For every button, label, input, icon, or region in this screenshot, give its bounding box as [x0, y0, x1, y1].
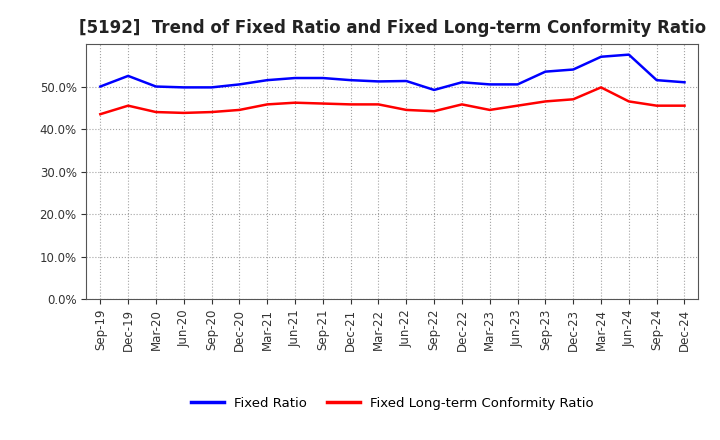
Line: Fixed Long-term Conformity Ratio: Fixed Long-term Conformity Ratio	[100, 88, 685, 114]
Fixed Long-term Conformity Ratio	[652, 103, 661, 108]
Fixed Long-term Conformity Ratio	[207, 110, 216, 115]
Fixed Ratio	[291, 75, 300, 81]
Fixed Long-term Conformity Ratio	[346, 102, 355, 107]
Title: [5192]  Trend of Fixed Ratio and Fixed Long-term Conformity Ratio: [5192] Trend of Fixed Ratio and Fixed Lo…	[78, 19, 706, 37]
Fixed Ratio	[346, 77, 355, 83]
Fixed Ratio	[430, 87, 438, 92]
Fixed Long-term Conformity Ratio	[318, 101, 327, 106]
Fixed Long-term Conformity Ratio	[624, 99, 633, 104]
Fixed Ratio	[318, 75, 327, 81]
Fixed Long-term Conformity Ratio	[263, 102, 271, 107]
Fixed Long-term Conformity Ratio	[680, 103, 689, 108]
Fixed Ratio	[513, 82, 522, 87]
Fixed Long-term Conformity Ratio	[569, 97, 577, 102]
Fixed Ratio	[597, 54, 606, 59]
Fixed Long-term Conformity Ratio	[291, 100, 300, 105]
Fixed Ratio	[207, 85, 216, 90]
Fixed Ratio	[124, 73, 132, 78]
Fixed Long-term Conformity Ratio	[430, 109, 438, 114]
Fixed Long-term Conformity Ratio	[513, 103, 522, 108]
Fixed Long-term Conformity Ratio	[597, 85, 606, 90]
Fixed Ratio	[402, 78, 410, 84]
Fixed Long-term Conformity Ratio	[402, 107, 410, 113]
Fixed Ratio	[652, 77, 661, 83]
Fixed Long-term Conformity Ratio	[374, 102, 383, 107]
Fixed Long-term Conformity Ratio	[179, 110, 188, 116]
Fixed Ratio	[235, 82, 243, 87]
Fixed Long-term Conformity Ratio	[485, 107, 494, 113]
Fixed Ratio	[179, 85, 188, 90]
Line: Fixed Ratio: Fixed Ratio	[100, 55, 685, 90]
Fixed Long-term Conformity Ratio	[152, 110, 161, 115]
Fixed Ratio	[541, 69, 550, 74]
Fixed Ratio	[152, 84, 161, 89]
Fixed Ratio	[485, 82, 494, 87]
Fixed Long-term Conformity Ratio	[458, 102, 467, 107]
Legend: Fixed Ratio, Fixed Long-term Conformity Ratio: Fixed Ratio, Fixed Long-term Conformity …	[186, 392, 599, 415]
Fixed Long-term Conformity Ratio	[541, 99, 550, 104]
Fixed Long-term Conformity Ratio	[124, 103, 132, 108]
Fixed Ratio	[374, 79, 383, 84]
Fixed Ratio	[680, 80, 689, 85]
Fixed Ratio	[458, 80, 467, 85]
Fixed Long-term Conformity Ratio	[235, 107, 243, 113]
Fixed Ratio	[624, 52, 633, 57]
Fixed Ratio	[96, 84, 104, 89]
Fixed Long-term Conformity Ratio	[96, 111, 104, 117]
Fixed Ratio	[569, 67, 577, 72]
Fixed Ratio	[263, 77, 271, 83]
